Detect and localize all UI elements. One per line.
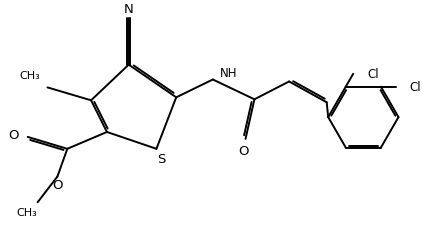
Text: N: N — [124, 3, 134, 16]
Text: O: O — [238, 145, 249, 158]
Text: CH₃: CH₃ — [16, 207, 37, 217]
Text: S: S — [157, 153, 165, 165]
Text: Cl: Cl — [367, 68, 379, 81]
Text: Cl: Cl — [410, 81, 421, 94]
Text: O: O — [52, 178, 63, 191]
Text: CH₃: CH₃ — [19, 70, 40, 80]
Text: NH: NH — [220, 67, 237, 80]
Text: O: O — [8, 129, 19, 142]
